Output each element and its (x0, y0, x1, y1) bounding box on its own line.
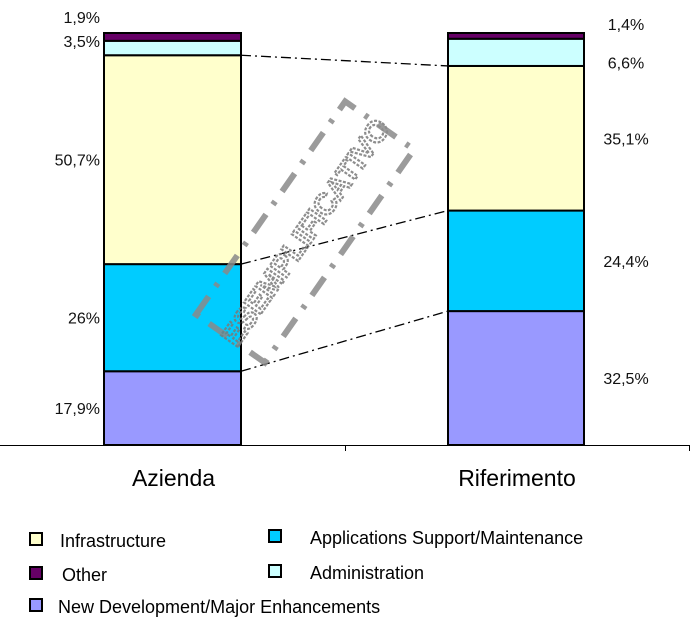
data-label: 26% (68, 311, 100, 328)
legend-swatch (268, 529, 282, 543)
data-label: 6,6% (608, 55, 644, 72)
bar-segment-other-riferimento (447, 32, 585, 40)
legend-label: Applications Support/Maintenance (310, 528, 583, 548)
bar-segment-new-development-major-enhancements-azienda (103, 370, 242, 447)
legend-swatch (29, 532, 43, 546)
data-label: 1,9% (64, 10, 100, 27)
data-label: 3,5% (64, 34, 100, 51)
connector-line (240, 310, 449, 372)
legend-swatch (268, 564, 282, 578)
category-label: Azienda (132, 465, 215, 491)
connector-line (240, 54, 449, 67)
category-label: Riferimento (458, 465, 576, 491)
legend-label: Infrastructure (60, 531, 166, 551)
watermark-text: ESEMPLIFICATIVO (215, 113, 397, 353)
bar-segment-administration-azienda (103, 39, 242, 57)
watermark-frame (191, 97, 419, 367)
bar-segment-other-azienda (103, 32, 242, 42)
bar-segment-infrastructure-riferimento (447, 64, 585, 212)
data-label: 24,4% (603, 254, 648, 271)
data-label: 1,4% (608, 17, 644, 34)
bar-segment-new-development-major-enhancements-riferimento (447, 310, 585, 446)
legend-swatch (29, 566, 43, 580)
bar-segment-infrastructure-azienda (103, 54, 242, 266)
legend-label: Other (62, 565, 107, 585)
legend-label: New Development/Major Enhancements (58, 597, 380, 617)
bar-segment-applications-support-maintenance-riferimento (447, 209, 585, 313)
legend-swatch (29, 598, 43, 612)
data-label: 35,1% (603, 131, 648, 148)
data-label: 17,9% (55, 401, 100, 418)
legend-label: Administration (310, 563, 424, 583)
data-label: 50,7% (55, 153, 100, 170)
bar-segment-applications-support-maintenance-azienda (103, 263, 242, 373)
data-label: 32,5% (603, 371, 648, 388)
connector-line (240, 209, 449, 265)
bar-segment-administration-riferimento (447, 37, 585, 67)
